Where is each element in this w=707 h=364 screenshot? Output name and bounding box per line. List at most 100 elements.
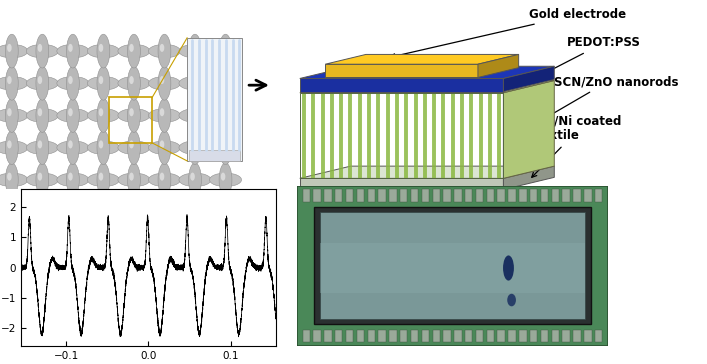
Bar — [346, 330, 354, 343]
Ellipse shape — [88, 109, 119, 122]
Bar — [357, 330, 364, 343]
Ellipse shape — [7, 173, 11, 181]
Ellipse shape — [209, 109, 242, 122]
Ellipse shape — [0, 44, 28, 58]
Ellipse shape — [88, 44, 119, 58]
Bar — [303, 330, 310, 343]
Ellipse shape — [127, 66, 140, 100]
Ellipse shape — [66, 99, 79, 132]
Ellipse shape — [26, 141, 59, 154]
Ellipse shape — [158, 66, 171, 100]
Ellipse shape — [36, 163, 49, 197]
Ellipse shape — [179, 173, 211, 187]
Ellipse shape — [66, 66, 79, 100]
Polygon shape — [300, 80, 554, 93]
Ellipse shape — [160, 76, 164, 84]
Ellipse shape — [0, 109, 28, 122]
Ellipse shape — [26, 44, 59, 58]
Bar — [325, 189, 332, 202]
Ellipse shape — [189, 131, 201, 165]
Ellipse shape — [26, 76, 59, 90]
Bar — [303, 189, 310, 202]
Ellipse shape — [97, 99, 110, 132]
Ellipse shape — [129, 141, 134, 149]
Bar — [454, 330, 462, 343]
Ellipse shape — [127, 34, 140, 68]
Ellipse shape — [507, 294, 516, 306]
Ellipse shape — [189, 163, 201, 197]
Ellipse shape — [6, 163, 18, 197]
Ellipse shape — [179, 44, 211, 58]
Text: CuSCN/ZnO nanorods: CuSCN/ZnO nanorods — [532, 75, 679, 126]
Bar — [454, 189, 462, 202]
Ellipse shape — [99, 141, 103, 149]
Ellipse shape — [7, 141, 11, 149]
Ellipse shape — [129, 108, 134, 116]
Ellipse shape — [88, 76, 119, 90]
Ellipse shape — [26, 173, 59, 187]
Ellipse shape — [68, 173, 73, 181]
Ellipse shape — [219, 131, 232, 165]
Ellipse shape — [160, 173, 164, 181]
Ellipse shape — [6, 34, 18, 68]
Bar — [519, 189, 527, 202]
Bar — [433, 330, 440, 343]
Ellipse shape — [97, 131, 110, 165]
Ellipse shape — [219, 66, 232, 100]
Bar — [368, 189, 375, 202]
Ellipse shape — [37, 141, 42, 149]
Ellipse shape — [99, 76, 103, 84]
Ellipse shape — [68, 108, 73, 116]
Ellipse shape — [57, 173, 89, 187]
Ellipse shape — [189, 34, 201, 68]
Polygon shape — [325, 55, 519, 64]
Ellipse shape — [209, 76, 242, 90]
Bar — [346, 189, 354, 202]
Ellipse shape — [7, 44, 11, 52]
Bar — [443, 189, 451, 202]
Polygon shape — [503, 80, 554, 178]
Ellipse shape — [37, 173, 42, 181]
Ellipse shape — [68, 44, 73, 52]
Bar — [335, 330, 342, 343]
Bar — [595, 330, 602, 343]
Bar — [476, 330, 484, 343]
Bar — [389, 189, 397, 202]
Ellipse shape — [118, 44, 150, 58]
Ellipse shape — [57, 109, 89, 122]
Ellipse shape — [190, 173, 195, 181]
Ellipse shape — [221, 76, 226, 84]
Ellipse shape — [190, 141, 195, 149]
Text: Gold electrode: Gold electrode — [390, 8, 626, 58]
Bar — [530, 330, 537, 343]
Ellipse shape — [118, 76, 150, 90]
Ellipse shape — [209, 44, 242, 58]
Bar — [411, 189, 419, 202]
Bar — [320, 212, 585, 320]
Ellipse shape — [190, 44, 195, 52]
Ellipse shape — [129, 173, 134, 181]
Ellipse shape — [88, 173, 119, 187]
Ellipse shape — [97, 34, 110, 68]
Ellipse shape — [127, 131, 140, 165]
Ellipse shape — [57, 76, 89, 90]
Ellipse shape — [36, 99, 49, 132]
Ellipse shape — [209, 173, 242, 187]
Ellipse shape — [97, 66, 110, 100]
Bar — [465, 330, 472, 343]
Bar — [584, 189, 592, 202]
Ellipse shape — [179, 109, 211, 122]
Ellipse shape — [7, 108, 11, 116]
Ellipse shape — [66, 131, 79, 165]
Ellipse shape — [7, 76, 11, 84]
Ellipse shape — [127, 99, 140, 132]
Ellipse shape — [158, 99, 171, 132]
Ellipse shape — [57, 44, 89, 58]
Ellipse shape — [36, 34, 49, 68]
Ellipse shape — [190, 108, 195, 116]
Polygon shape — [503, 66, 554, 92]
Ellipse shape — [127, 163, 140, 197]
Ellipse shape — [68, 141, 73, 149]
Ellipse shape — [37, 76, 42, 84]
Polygon shape — [300, 79, 503, 92]
